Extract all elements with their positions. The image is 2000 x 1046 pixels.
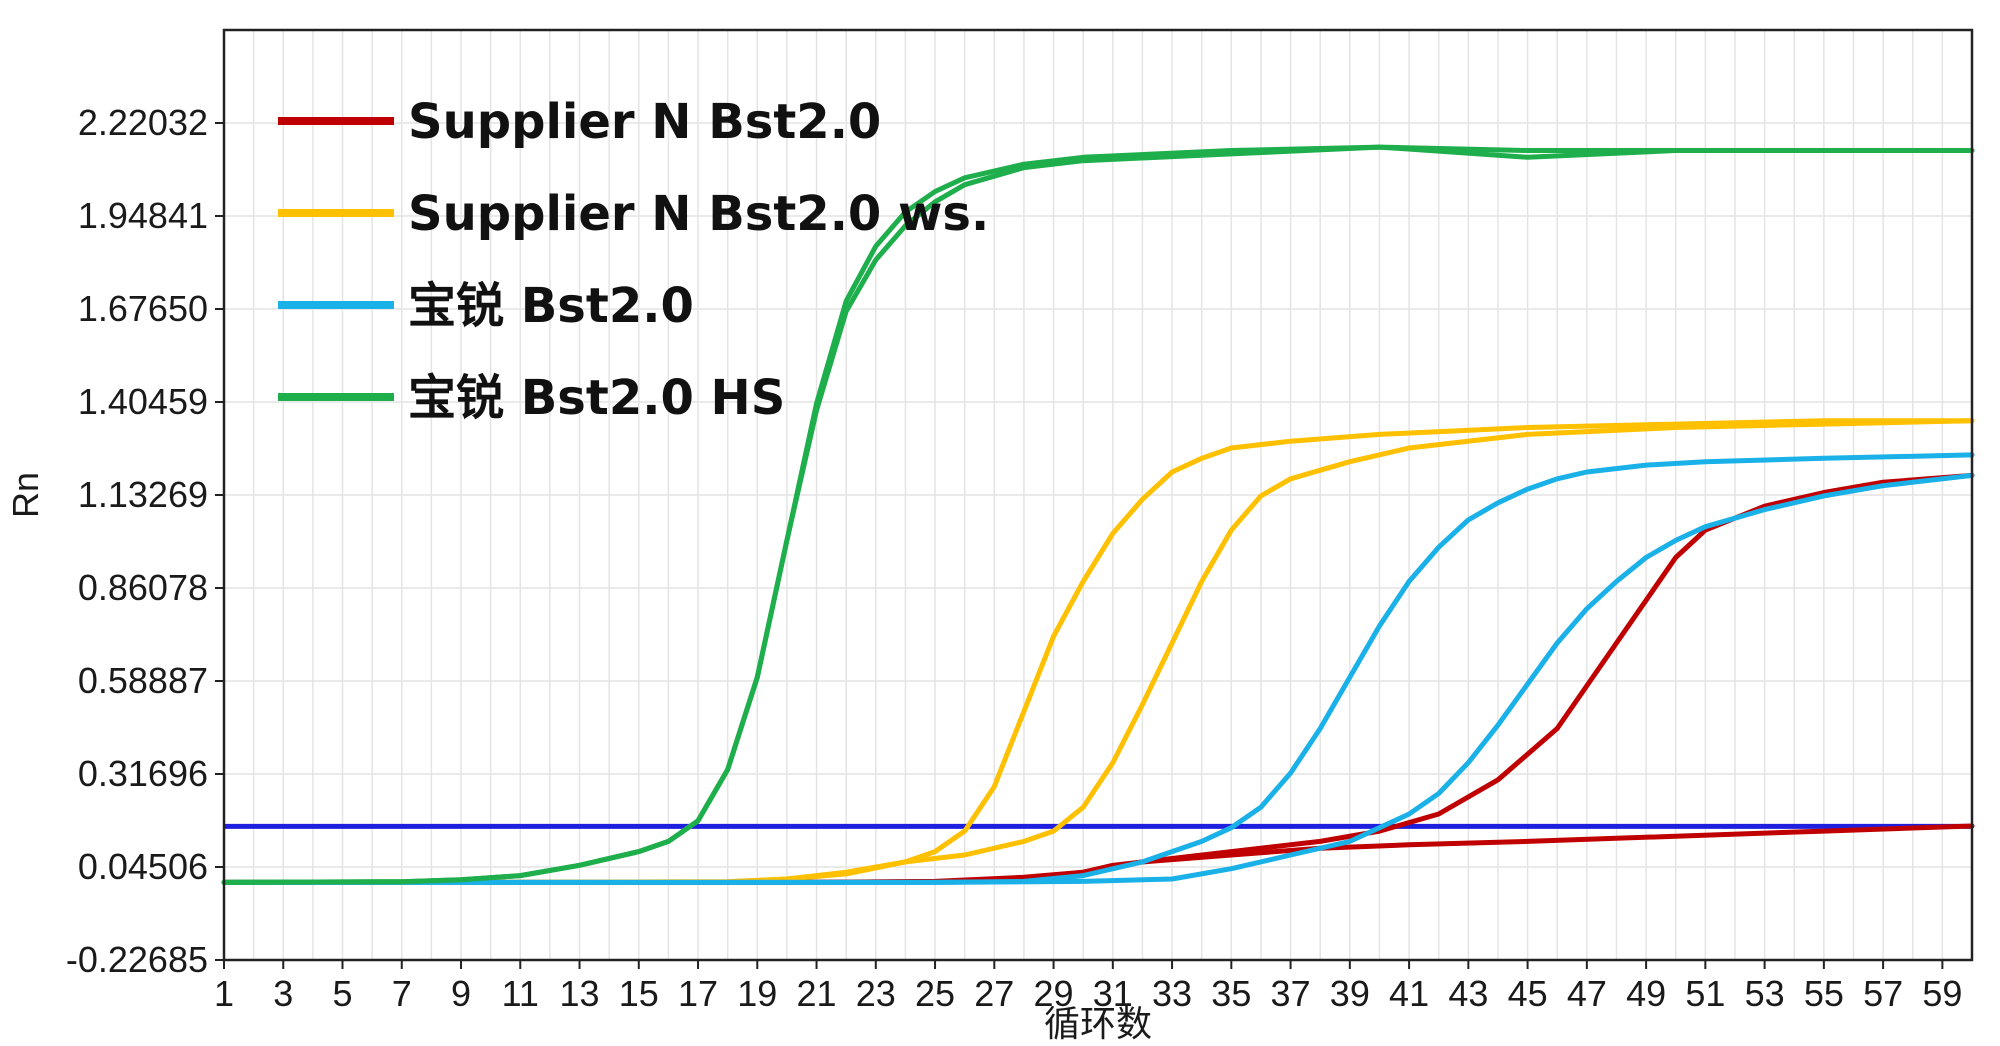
x-axis: 1 3 5 7 9 11 13 15 17 19 21 23 25 27 29 31 33 35 37 39 41 43 4… xyxy=(214,960,1962,1014)
x-tick-label: 13 xyxy=(560,973,600,1014)
grid xyxy=(223,30,1973,961)
x-tick-label: 55 xyxy=(1804,973,1844,1014)
y-tick-label: 1.40459 xyxy=(78,381,208,422)
series-line xyxy=(221,472,1975,885)
x-tick-label: 19 xyxy=(737,973,777,1014)
x-tick-label: 15 xyxy=(619,973,659,1014)
x-tick-label: 17 xyxy=(678,973,718,1014)
x-tick-label: 47 xyxy=(1567,973,1607,1014)
x-tick-label: 45 xyxy=(1508,973,1548,1014)
x-tick-label: 59 xyxy=(1922,973,1962,1014)
x-tick-label: 9 xyxy=(451,973,471,1014)
x-tick-label: 53 xyxy=(1745,973,1785,1014)
x-tick-label: 57 xyxy=(1863,973,1903,1014)
legend-label: 宝锐 Bst2.0 HS xyxy=(408,370,785,426)
y-tick-label: 0.58887 xyxy=(78,660,208,701)
legend: Supplier N Bst2.0 Supplier N Bst2.0 ws. 宝锐… xyxy=(278,94,989,426)
x-tick-label: 11 xyxy=(502,973,539,1014)
y-tick-label: 1.67650 xyxy=(78,288,208,329)
x-tick-label: 5 xyxy=(332,973,352,1014)
y-axis: 2.22032 1.94841 1.67650 1.40459 1.13269 0.860… xyxy=(66,102,224,980)
series-layer xyxy=(221,144,1975,885)
y-tick-label: 1.94841 xyxy=(78,195,208,236)
series-line xyxy=(221,144,1975,885)
legend-label: 宝锐 Bst2.0 xyxy=(408,278,694,334)
x-tick-label: 7 xyxy=(392,973,412,1014)
x-tick-label: 25 xyxy=(915,973,955,1014)
x-tick-label: 33 xyxy=(1152,973,1192,1014)
x-axis-title: 循环数 xyxy=(1044,1003,1152,1044)
x-tick-label: 23 xyxy=(856,973,896,1014)
legend-label: Supplier N Bst2.0 xyxy=(408,94,881,150)
x-tick-label: 3 xyxy=(273,973,293,1014)
y-tick-label: 0.86078 xyxy=(78,567,208,608)
x-tick-label: 51 xyxy=(1685,973,1725,1014)
x-tick-label: 29 xyxy=(1034,973,1074,1014)
x-tick-label: 37 xyxy=(1271,973,1311,1014)
x-tick-label: 1 xyxy=(214,973,234,1014)
y-tick-label: 2.22032 xyxy=(78,102,208,143)
series-line xyxy=(221,452,1975,885)
y-tick-label: 1.13269 xyxy=(78,474,208,515)
x-tick-label: 39 xyxy=(1330,973,1370,1014)
x-tick-label: 43 xyxy=(1448,973,1488,1014)
series-line xyxy=(221,418,1975,885)
x-tick-label: 27 xyxy=(974,973,1014,1014)
x-tick-label: 41 xyxy=(1389,973,1429,1014)
x-tick-label: 31 xyxy=(1093,973,1133,1014)
y-axis-title: Rn xyxy=(5,472,46,518)
y-tick-label: 0.31696 xyxy=(78,753,208,794)
x-tick-label: 35 xyxy=(1211,973,1251,1014)
legend-label: Supplier N Bst2.0 ws. xyxy=(408,186,989,242)
x-tick-label: 21 xyxy=(797,973,837,1014)
y-tick-label: -0.22685 xyxy=(66,939,208,980)
x-tick-label: 49 xyxy=(1626,973,1666,1014)
y-tick-label: 0.04506 xyxy=(78,846,208,887)
